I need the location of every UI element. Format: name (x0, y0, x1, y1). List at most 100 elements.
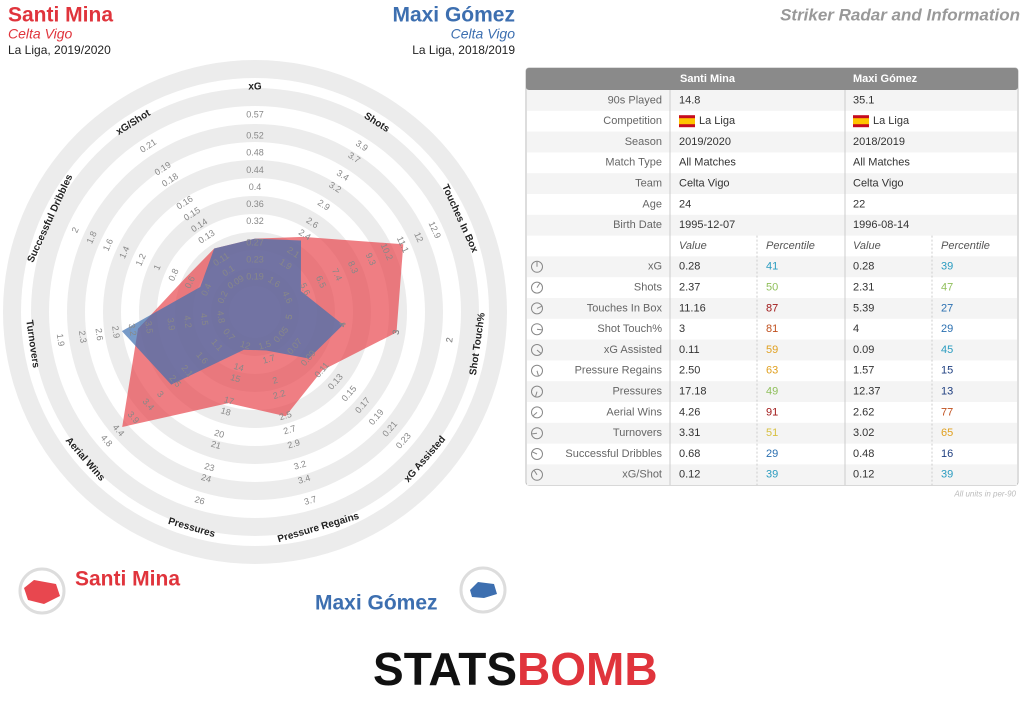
radar-tick-label: 1.4 (117, 245, 131, 261)
radar-tick-label: 18 (220, 405, 232, 417)
table-value: 17.18 (679, 386, 707, 398)
radar-tick-label: 0.4 (199, 282, 213, 298)
table-label: Turnovers (613, 427, 663, 439)
metric-icon (531, 281, 543, 294)
radar-tick-label: 1.6 (101, 237, 115, 253)
radar-tick-label: 20 (213, 428, 225, 440)
radar-tick-label: 4.6 (280, 289, 294, 305)
table-value: La Liga (873, 115, 910, 127)
metric-icon (531, 406, 543, 419)
table-label: xG Assisted (604, 344, 662, 356)
radar-tick-label: 0.6 (183, 274, 197, 290)
radar-tick-label: 12 (412, 231, 425, 244)
radar-tick-label: 12 (239, 339, 251, 351)
radar-tick-label: 0.19 (246, 271, 264, 281)
flag (679, 118, 695, 125)
table-row-bg (527, 298, 1017, 319)
table-percentile: 65 (941, 427, 953, 439)
radar-tick-label: 14 (233, 361, 245, 373)
table-row-bg (527, 256, 1017, 278)
table-value: 2.31 (853, 282, 874, 294)
radar-tick-label: 3 (155, 389, 166, 399)
table-subheader: Value (679, 240, 707, 252)
radar-tick-label: 3 (391, 329, 402, 335)
legend-icon-ring (459, 566, 507, 614)
legend-label: Santi Mina (75, 568, 180, 591)
radar-tick-label: 4.2 (182, 315, 194, 329)
table-value: 0.28 (679, 261, 700, 273)
table-value: 3.31 (679, 427, 700, 439)
table-label: Shot Touch% (597, 323, 662, 335)
radar-tick-label: 24 (200, 472, 212, 484)
player-a-league: La Liga, 2019/2020 (8, 43, 111, 57)
metric-icon (536, 370, 539, 376)
radar-tick-label: 1.5 (257, 338, 272, 351)
table-percentile: 29 (941, 323, 953, 335)
table-label: xG/Shot (622, 469, 662, 481)
legend: Santi Mina Maxi Gómez (18, 566, 507, 615)
table-value: 0.28 (853, 261, 874, 273)
radar-tick-label: 0.32 (246, 216, 264, 226)
table-percentile: 29 (766, 448, 778, 460)
radar-tick-label: 2.9 (110, 325, 122, 339)
metric-icon (536, 305, 542, 309)
table-label: Successful Dribbles (565, 448, 662, 460)
radar-tick-label: 23 (203, 461, 215, 473)
metric-icon (531, 427, 543, 440)
metric-icon (531, 432, 538, 435)
table-row-bg (527, 381, 1017, 402)
table-label: Match Type (605, 157, 662, 169)
player-b-league: La Liga, 2018/2019 (412, 43, 515, 57)
legend-label: Maxi Gómez (315, 592, 438, 615)
table-value: 22 (853, 198, 865, 210)
metric-icon (535, 391, 538, 397)
table-value: 0.11 (679, 344, 700, 356)
player-b-team: Celta Vigo (451, 26, 516, 42)
radar-tick-label: 1.7 (261, 353, 276, 366)
radar-tick-label: 5 (284, 314, 295, 320)
page-title: Striker Radar and Information (780, 5, 1020, 24)
metric-icon (531, 344, 543, 356)
radar-tick-label: 17 (223, 394, 235, 406)
table-label: Aerial Wins (606, 406, 662, 418)
metric-icon (531, 323, 543, 336)
player-a-name: Santi Mina (8, 4, 113, 27)
table-value: 5.39 (853, 302, 874, 314)
table-value: 3.02 (853, 427, 874, 439)
radar-tick-label: 15 (229, 372, 241, 384)
table-value: 0.48 (853, 448, 874, 460)
table-row-bg (527, 90, 1017, 111)
radar-tick-label: 2.3 (77, 330, 89, 344)
table-value: 1.57 (853, 365, 874, 377)
table-label: Age (642, 198, 662, 210)
radar-tick-label: 4 (337, 321, 348, 327)
radar-tick-label: 0.4 (249, 182, 262, 192)
table-label: Season (625, 136, 662, 148)
metric-icon (531, 260, 543, 273)
radar-tick-label: 8.3 (346, 259, 360, 275)
radar-tick-label: 3.2 (127, 323, 139, 337)
logo: BOMB (517, 643, 658, 695)
table-row-bg (527, 214, 1017, 236)
radar: 0.190.230.270.320.360.40.440.480.520.57x… (3, 60, 507, 564)
table-header-bg (526, 68, 1018, 90)
table-row-bg (527, 173, 1017, 194)
metric-icon (532, 451, 538, 455)
table-value: 2018/2019 (853, 136, 905, 148)
table-percentile: 16 (941, 448, 953, 460)
radar-tick-label: 2.7 (282, 423, 297, 436)
table-value: 2019/2020 (679, 136, 731, 148)
metric-icon (536, 283, 541, 288)
table-percentile: 39 (941, 469, 953, 481)
radar-tick-label: 2.9 (286, 437, 301, 450)
radar-tick-label: 3.2 (293, 459, 308, 472)
radar-tick-label: 2 (444, 337, 455, 343)
table-value: 14.8 (679, 94, 700, 106)
radar-tick-label: 2 (70, 226, 81, 235)
table-value: 0.12 (679, 469, 700, 481)
radar-tick-label: 4 (337, 321, 348, 327)
radar-tick-label: 5.6 (298, 281, 312, 297)
radar-tick-label: 1.9 (55, 333, 67, 347)
radar-tick-label: 2.2 (272, 388, 287, 401)
table-value: 0.68 (679, 448, 700, 460)
